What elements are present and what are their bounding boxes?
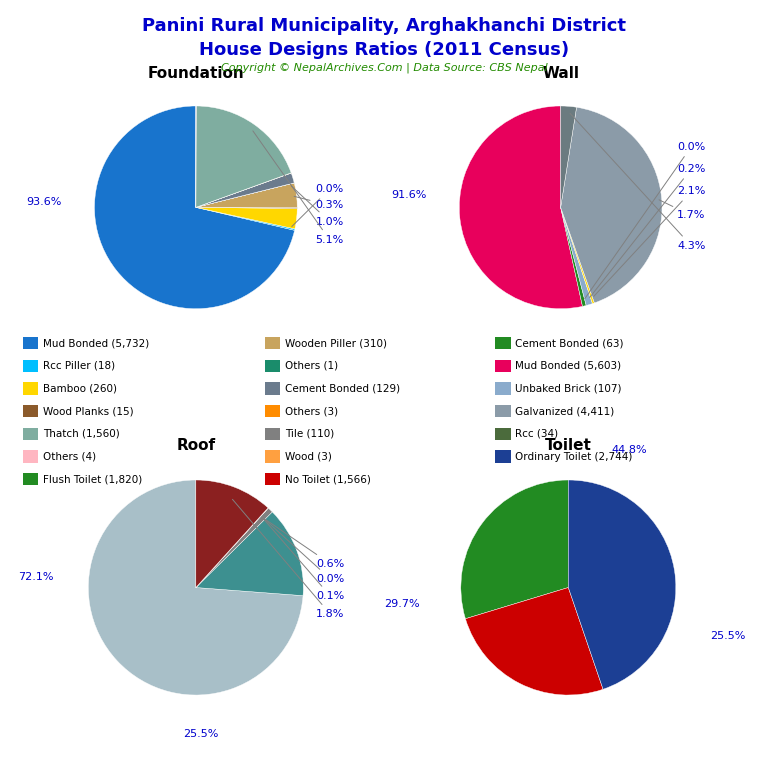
Wedge shape bbox=[196, 508, 273, 588]
Text: 0.0%: 0.0% bbox=[292, 184, 344, 227]
Text: Wood (3): Wood (3) bbox=[285, 452, 332, 462]
Title: Foundation: Foundation bbox=[147, 65, 244, 81]
Text: Bamboo (260): Bamboo (260) bbox=[43, 383, 117, 394]
Text: 0.2%: 0.2% bbox=[590, 164, 706, 297]
Wedge shape bbox=[196, 512, 303, 596]
Text: No Toilet (1,566): No Toilet (1,566) bbox=[285, 474, 371, 485]
Wedge shape bbox=[196, 207, 295, 230]
Text: Others (1): Others (1) bbox=[285, 361, 338, 371]
Wedge shape bbox=[88, 480, 303, 695]
Wedge shape bbox=[196, 183, 297, 207]
Wedge shape bbox=[465, 588, 603, 695]
Title: Wall: Wall bbox=[542, 65, 579, 81]
Text: Mud Bonded (5,603): Mud Bonded (5,603) bbox=[515, 361, 621, 371]
Text: 2.1%: 2.1% bbox=[594, 186, 706, 296]
Text: Cement Bonded (129): Cement Bonded (129) bbox=[285, 383, 400, 394]
Text: Copyright © NepalArchives.Com | Data Source: CBS Nepal: Copyright © NepalArchives.Com | Data Sou… bbox=[220, 63, 548, 74]
Text: 25.5%: 25.5% bbox=[710, 631, 746, 641]
Text: 0.0%: 0.0% bbox=[584, 141, 706, 299]
Wedge shape bbox=[196, 106, 291, 207]
Text: Wood Planks (15): Wood Planks (15) bbox=[43, 406, 134, 416]
Text: 93.6%: 93.6% bbox=[27, 197, 62, 207]
Wedge shape bbox=[94, 106, 295, 309]
Text: Galvanized (4,411): Galvanized (4,411) bbox=[515, 406, 614, 416]
Text: 4.3%: 4.3% bbox=[570, 114, 706, 251]
Wedge shape bbox=[196, 508, 268, 588]
Text: Tile (110): Tile (110) bbox=[285, 429, 334, 439]
Text: Others (3): Others (3) bbox=[285, 406, 338, 416]
Text: 0.3%: 0.3% bbox=[294, 197, 344, 210]
Text: 5.1%: 5.1% bbox=[253, 131, 344, 245]
Text: Panini Rural Municipality, Arghakhanchi District: Panini Rural Municipality, Arghakhanchi … bbox=[142, 17, 626, 35]
Text: 91.6%: 91.6% bbox=[392, 190, 427, 200]
Title: Roof: Roof bbox=[177, 438, 215, 453]
Text: 1.0%: 1.0% bbox=[291, 186, 344, 227]
Text: Mud Bonded (5,732): Mud Bonded (5,732) bbox=[43, 338, 149, 349]
Wedge shape bbox=[196, 183, 294, 207]
Text: 0.1%: 0.1% bbox=[263, 518, 345, 601]
Text: 0.0%: 0.0% bbox=[263, 518, 345, 584]
Wedge shape bbox=[561, 108, 662, 303]
Wedge shape bbox=[461, 480, 568, 619]
Text: Rcc Piller (18): Rcc Piller (18) bbox=[43, 361, 115, 371]
Text: Rcc (34): Rcc (34) bbox=[515, 429, 558, 439]
Text: 44.8%: 44.8% bbox=[611, 445, 647, 455]
Wedge shape bbox=[561, 106, 577, 207]
Wedge shape bbox=[196, 173, 291, 207]
Text: 1.8%: 1.8% bbox=[233, 499, 345, 620]
Text: 1.7%: 1.7% bbox=[659, 200, 706, 220]
Text: Others (4): Others (4) bbox=[43, 452, 96, 462]
Wedge shape bbox=[459, 106, 582, 309]
Text: Thatch (1,560): Thatch (1,560) bbox=[43, 429, 120, 439]
Wedge shape bbox=[561, 207, 586, 306]
Text: 25.5%: 25.5% bbox=[184, 730, 219, 740]
Text: Unbaked Brick (107): Unbaked Brick (107) bbox=[515, 383, 622, 394]
Wedge shape bbox=[196, 508, 268, 588]
Text: Flush Toilet (1,820): Flush Toilet (1,820) bbox=[43, 474, 142, 485]
Wedge shape bbox=[561, 207, 594, 303]
Text: House Designs Ratios (2011 Census): House Designs Ratios (2011 Census) bbox=[199, 41, 569, 58]
Wedge shape bbox=[196, 207, 297, 208]
Title: Toilet: Toilet bbox=[545, 438, 592, 453]
Text: 0.6%: 0.6% bbox=[265, 519, 345, 569]
Wedge shape bbox=[196, 480, 268, 588]
Text: Wooden Piller (310): Wooden Piller (310) bbox=[285, 338, 387, 349]
Text: Ordinary Toilet (2,744): Ordinary Toilet (2,744) bbox=[515, 452, 633, 462]
Wedge shape bbox=[568, 480, 676, 689]
Text: Cement Bonded (63): Cement Bonded (63) bbox=[515, 338, 624, 349]
Wedge shape bbox=[196, 207, 297, 229]
Wedge shape bbox=[561, 207, 592, 306]
Text: 29.7%: 29.7% bbox=[384, 598, 420, 609]
Wedge shape bbox=[196, 173, 294, 207]
Text: 72.1%: 72.1% bbox=[18, 571, 54, 582]
